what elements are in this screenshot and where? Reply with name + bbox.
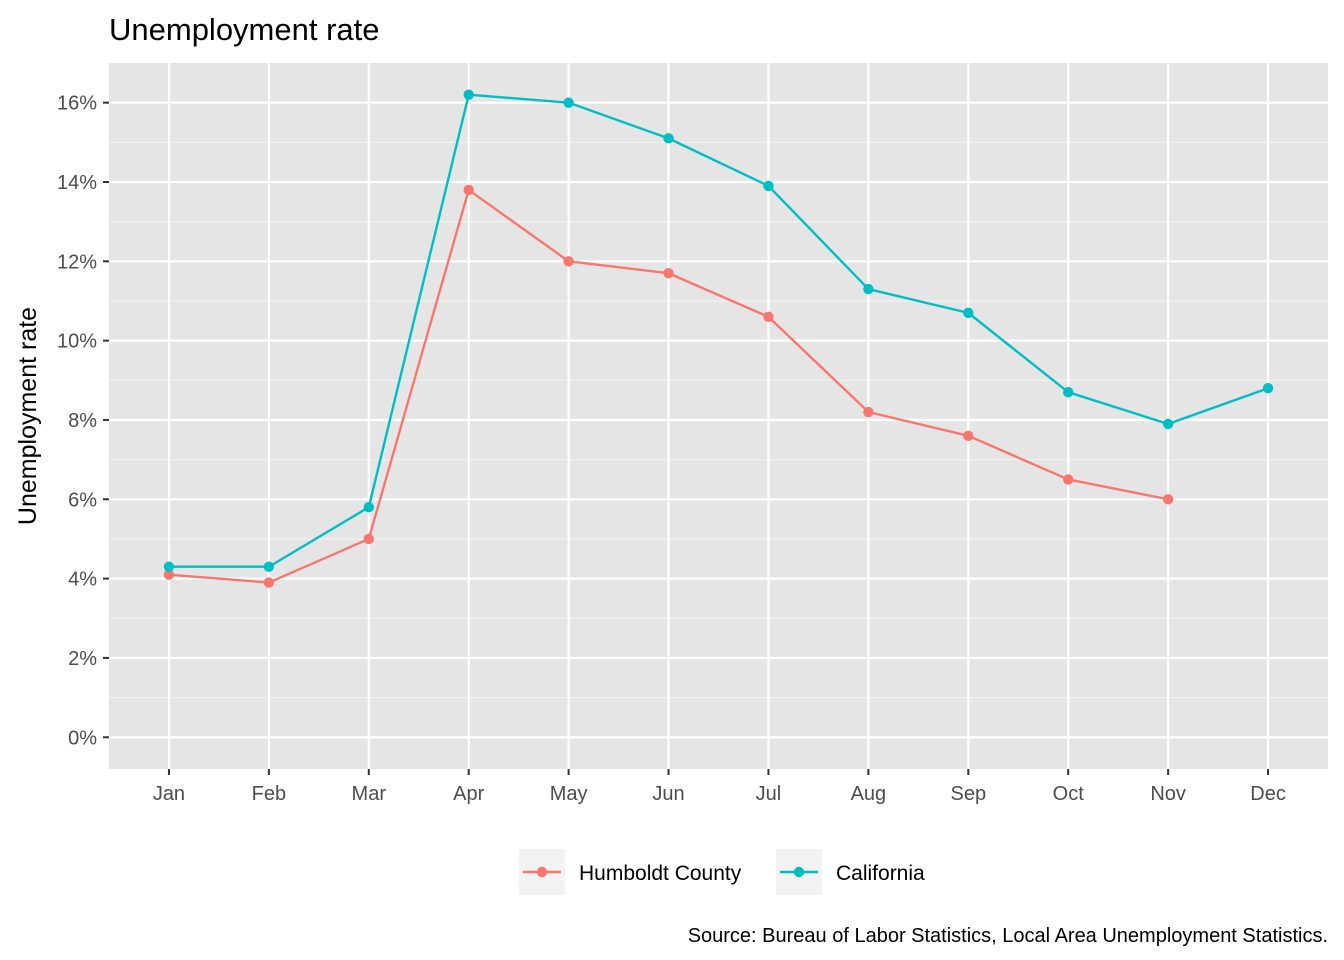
data-point-humboldt-county [663,268,674,279]
plot-panel [109,63,1328,769]
legend-label: California [836,862,925,885]
y-tick-label: 8% [68,410,97,432]
legend-label: Humboldt County [579,862,742,885]
y-tick-label: 14% [57,172,97,194]
legend-item-humboldt-county: Humboldt County [519,849,742,895]
legend-item-california: California [776,849,925,895]
legend-point [536,866,548,878]
series-line-california [168,93,1269,568]
data-point-california [563,97,574,108]
y-tick-label: 16% [57,93,97,115]
y-tick-label: 6% [68,489,97,511]
x-tick-label: Mar [352,783,387,805]
x-tick-label: Jul [756,783,782,805]
legend: Humboldt County California [519,849,925,895]
legend-point [793,866,805,878]
gridlines [109,63,1328,769]
x-axis: Jan Feb Mar Apr May Jun Jul Aug Sep Oct Nov Dec [153,769,1286,805]
y-axis: 0% 2% 4% 6% 8% 10% 12% 14% 16% [57,93,109,749]
data-point-california [763,180,774,192]
data-point-humboldt-county [1063,474,1074,485]
data-point-humboldt-county [863,406,874,418]
data-point-california [1262,383,1274,394]
data-point-humboldt-county [163,569,175,580]
data-point-humboldt-county [763,311,774,323]
x-tick-label: Oct [1053,783,1085,805]
data-point-humboldt-county [263,577,275,588]
y-tick-label: 12% [57,251,97,273]
data-point-humboldt-county [363,533,374,545]
chart-caption: Source: Bureau of Labor Statistics, Loca… [688,925,1328,947]
data-point-humboldt-county [963,430,974,442]
x-tick-label: Jan [153,783,185,805]
x-tick-label: Sep [950,783,986,805]
data-point-california [663,133,674,144]
x-tick-label: Aug [851,783,887,805]
series-points [163,89,1274,588]
x-tick-label: Nov [1150,783,1186,805]
x-tick-label: May [550,783,588,805]
data-point-humboldt-county [563,256,574,267]
data-point-humboldt-county [463,184,474,196]
data-point-california [863,283,874,295]
y-tick-label: 0% [68,727,97,749]
y-tick-label: 2% [68,648,97,670]
data-point-humboldt-county [1162,494,1174,505]
data-point-california [363,502,374,513]
y-axis-title: Unemployment rate [14,307,42,525]
x-tick-label: Jun [652,783,684,805]
x-tick-label: Apr [453,783,484,805]
data-point-california [263,561,275,572]
data-point-california [963,307,974,319]
data-point-california [163,561,175,572]
data-point-california [1162,418,1174,430]
y-tick-label: 10% [57,331,97,353]
data-point-california [463,89,474,100]
x-tick-label: Feb [252,783,286,805]
y-tick-label: 4% [68,569,97,591]
chart-title: Unemployment rate [109,12,380,47]
data-point-california [1063,387,1074,398]
x-tick-label: Dec [1250,783,1286,805]
